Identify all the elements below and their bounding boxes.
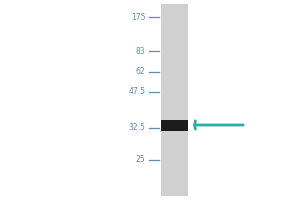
Text: 175: 175 [131,12,146,21]
Text: 62: 62 [136,68,146,76]
Text: 32.5: 32.5 [129,123,146,132]
Bar [160,4,188,196]
Text: 83: 83 [136,46,146,55]
Text: 47.5: 47.5 [128,88,146,97]
Text: 25: 25 [136,156,146,164]
Bar [160,119,188,130]
